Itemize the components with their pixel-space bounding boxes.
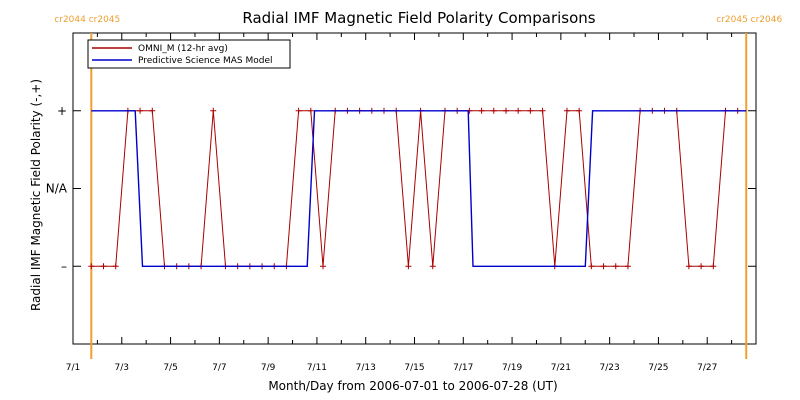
data-point-marker <box>137 107 144 114</box>
x-tick-label: 7/21 <box>551 363 571 373</box>
data-point-marker <box>685 263 692 270</box>
data-point-marker <box>624 263 631 270</box>
data-point-marker <box>320 263 327 270</box>
x-tick-label: 7/13 <box>356 363 376 373</box>
legend-box <box>87 39 291 69</box>
y-tick-label: N/A <box>46 182 68 196</box>
data-point-marker <box>588 263 595 270</box>
carrington-label: cr2044 cr2045 <box>54 15 120 25</box>
data-point-marker <box>612 263 619 270</box>
chart-ylabel: Radial IMF Magnetic Field Polarity (-,+) <box>29 79 43 311</box>
x-tick-label: 7/23 <box>600 363 620 373</box>
carrington-rotation-markers: cr2044 cr2045 cr2045 cr2046 <box>54 15 782 359</box>
legend-entry: Predictive Science MAS Model <box>138 56 273 66</box>
x-tick-label: 7/11 <box>307 363 327 373</box>
data-point-marker <box>149 107 156 114</box>
x-tick-label: 7/3 <box>115 363 129 373</box>
data-point-marker <box>515 107 522 114</box>
carrington-label: cr2045 cr2046 <box>716 15 782 25</box>
chart-xlabel: Month/Day from 2006-07-01 to 2006-07-28 … <box>268 379 557 393</box>
data-point-marker <box>307 107 314 114</box>
data-point-marker <box>478 107 485 114</box>
x-tick-label: 7/7 <box>212 363 226 373</box>
x-tick-label: 7/25 <box>648 363 668 373</box>
x-tick-label: 7/9 <box>261 363 276 373</box>
data-point-marker <box>295 107 302 114</box>
legend: OMNI_M (12-hr avg) Predictive Science MAS… <box>87 39 291 69</box>
legend-entry: OMNI_M (12-hr avg) <box>138 44 228 54</box>
x-tick-label: 7/19 <box>502 363 522 373</box>
x-tick-label: 7/5 <box>163 363 177 373</box>
data-point-marker <box>539 107 546 114</box>
data-point-marker <box>112 263 119 270</box>
x-tick-label: 7/27 <box>697 363 717 373</box>
series-line-mas-model <box>91 110 747 267</box>
data-point-marker <box>490 107 497 114</box>
data-point-marker <box>576 107 583 114</box>
data-point-marker <box>405 263 412 270</box>
series-line-omni <box>91 110 738 267</box>
chart-title: Radial IMF Magnetic Field Polarity Compa… <box>242 9 595 27</box>
data-point-marker <box>88 263 95 270</box>
data-point-marker <box>527 107 534 114</box>
data-point-marker <box>210 107 217 114</box>
data-point-marker <box>100 263 107 270</box>
data-point-marker <box>710 263 717 270</box>
y-tick-label: + <box>57 104 67 118</box>
y-tick-label: – <box>61 259 67 273</box>
x-tick-label: 7/15 <box>404 363 424 373</box>
data-point-marker <box>502 107 509 114</box>
x-tick-label: 7/17 <box>453 363 473 373</box>
series-layer <box>88 107 747 270</box>
data-point-marker <box>600 263 607 270</box>
data-point-marker <box>698 263 705 270</box>
data-point-marker <box>429 263 436 270</box>
x-tick-label: 7/1 <box>66 363 80 373</box>
data-point-marker <box>563 107 570 114</box>
plot-axes: 7/1 7/3 7/5 7/7 7/9 7/11 7/13 7/15 7/17 7/19 7/21 7… <box>46 32 757 373</box>
